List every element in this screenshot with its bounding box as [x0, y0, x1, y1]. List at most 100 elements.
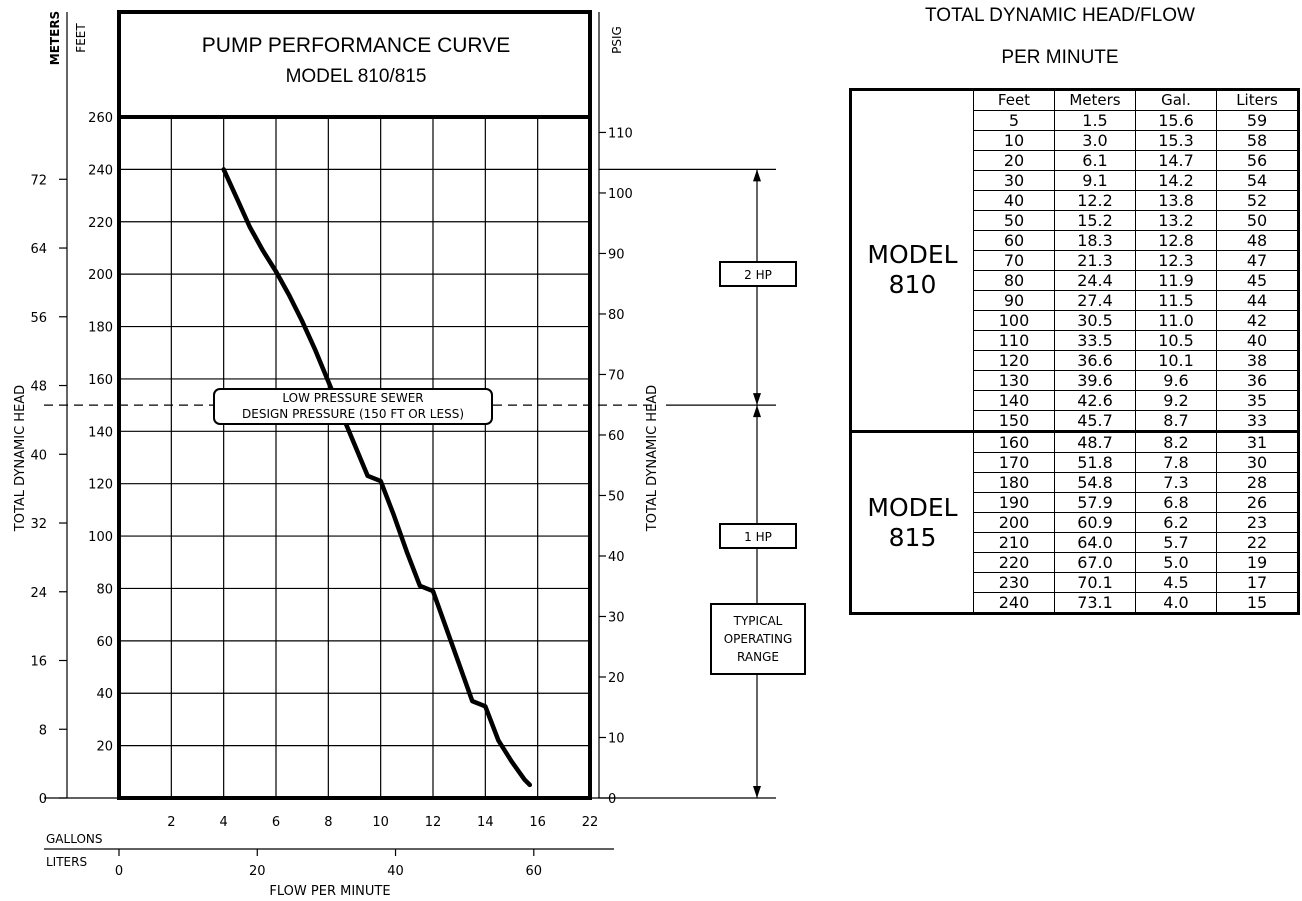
operating-range-label-box	[710, 603, 806, 675]
table-cell: 7.3	[1135, 472, 1217, 493]
y-tick-label-feet: 240	[88, 163, 113, 178]
y-tick-label-meters: 8	[39, 723, 47, 738]
chart-ticks: 2602402202001801601401201008060402008162…	[30, 111, 632, 879]
chart-title: PUMP PERFORMANCE CURVE	[202, 34, 510, 57]
two-hp-label-box	[719, 261, 797, 287]
table-header-cell: Gal.	[1135, 89, 1217, 111]
model-label-line2: 815	[888, 522, 937, 552]
table-cell: 17	[1216, 572, 1299, 593]
table-cell: 70.1	[1054, 572, 1136, 593]
chart-subtitle: MODEL 810/815	[286, 66, 427, 87]
table-cell: 11.0	[1135, 310, 1217, 331]
model-label-line2: 810	[888, 270, 937, 300]
table-row: 100 30.5 11.0 42	[851, 310, 1299, 331]
table-cell: 27.4	[1054, 290, 1136, 311]
table-cell: 210	[973, 532, 1055, 553]
table-cell: 5.0	[1135, 552, 1217, 573]
table-row: 240 73.1 4.0 15	[851, 592, 1299, 614]
table-cell: 19	[1216, 552, 1299, 573]
y-tick-label-feet: 120	[88, 478, 113, 493]
table-cell: 36	[1216, 370, 1299, 391]
table-cell: 50	[973, 210, 1055, 231]
design-pressure-label-line2: DESIGN PRESSURE (150 FT OR LESS)	[242, 407, 464, 421]
table-cell: 7.8	[1135, 452, 1217, 473]
table-title-line1: TOTAL DYNAMIC HEAD/FLOW	[925, 5, 1195, 26]
table-cell: 90	[973, 290, 1055, 311]
table-cell: 31	[1216, 430, 1299, 453]
table-cell: 14.2	[1135, 170, 1217, 191]
y-tick-label-psig: 30	[608, 610, 625, 625]
x-tick-label-gallons: 8	[324, 815, 332, 830]
table-cell: 140	[973, 390, 1055, 411]
table-cell: 6.2	[1135, 512, 1217, 533]
table-header-cell: Meters	[1054, 89, 1136, 111]
table-cell: 30	[973, 170, 1055, 191]
y-tick-label-psig: 50	[608, 489, 625, 504]
y-tick-label-psig: 100	[608, 187, 633, 202]
table-cell: 47	[1216, 250, 1299, 271]
model-label-line1: MODEL	[867, 492, 958, 522]
y-tick-label-meters: 24	[30, 586, 47, 601]
y-tick-label-feet: 100	[88, 530, 113, 545]
y-axis-label-left: TOTAL DYNAMIC HEAD	[13, 385, 28, 532]
table-cell: 56	[1216, 150, 1299, 171]
x-tick-label-liters: 60	[526, 864, 543, 879]
x-tick-label-liters: 0	[115, 864, 123, 879]
table-cell: 130	[973, 370, 1055, 391]
table-cell: 12.3	[1135, 250, 1217, 271]
psig-unit-label: PSIG	[610, 26, 624, 54]
x-tick-label-gallons: 16	[529, 815, 546, 830]
table-cell: 160	[973, 430, 1055, 453]
table-cell: 20	[973, 150, 1055, 171]
table-cell: 45	[1216, 270, 1299, 291]
table-cell: 190	[973, 492, 1055, 513]
table-row: 170 51.8 7.8 30	[851, 452, 1299, 473]
table-cell: 40	[1216, 330, 1299, 351]
table-cell: 11.5	[1135, 290, 1217, 311]
x-tick-label-liters: 40	[387, 864, 404, 879]
table-cell: 120	[973, 350, 1055, 371]
table-cell: 220	[973, 552, 1055, 573]
liters-axis-label: LITERS	[46, 855, 87, 869]
table-cell: 58	[1216, 130, 1299, 151]
table-row: MODEL 810 5 1.5 15.6 59	[850, 110, 1299, 432]
table-row: 180 54.8 7.3 28	[851, 472, 1299, 493]
table-cell: 180	[973, 472, 1055, 493]
y-tick-label-feet: 20	[96, 740, 113, 755]
y-tick-label-psig: 0	[608, 792, 616, 807]
table-cell: 10.5	[1135, 330, 1217, 351]
design-pressure-label-line1: LOW PRESSURE SEWER	[282, 391, 423, 405]
y-tick-label-meters: 56	[30, 311, 47, 326]
table-cell: 52	[1216, 190, 1299, 211]
chart-frame	[44, 10, 614, 850]
table-cell: 9.2	[1135, 390, 1217, 411]
y-tick-label-feet: 200	[88, 268, 113, 283]
design-pressure-label-box	[213, 388, 493, 425]
table-cell: 54	[1216, 170, 1299, 191]
y-tick-label-meters: 48	[30, 380, 47, 395]
table-header-blank	[850, 89, 974, 111]
y-tick-label-psig: 60	[608, 429, 625, 444]
table-cell: 59	[1216, 110, 1299, 131]
x-tick-label-gallons: 10	[372, 815, 389, 830]
one-hp-arrow-head-top	[753, 405, 761, 418]
table-cell: 3.0	[1054, 130, 1136, 151]
x-tick-label-gallons: 2	[167, 815, 175, 830]
two-hp-arrow-head-bottom	[753, 393, 761, 406]
table-cell: 18.3	[1054, 230, 1136, 251]
table-row: 110 33.5 10.5 40	[851, 330, 1299, 351]
head-flow-table: Feet Meters Gal. Liters MODEL 810 5 1.5 15.6 59 10…	[849, 88, 1300, 615]
table-cell: 48	[1216, 230, 1299, 251]
table-cell: 8.2	[1135, 430, 1217, 453]
table-title-line2: PER MINUTE	[1001, 47, 1119, 68]
y-tick-label-meters: 32	[30, 517, 47, 532]
table-row: 20 6.1 14.7 56	[851, 150, 1299, 171]
table-cell: 230	[973, 572, 1055, 593]
table-cell: 21.3	[1054, 250, 1136, 271]
table-cell: 1.5	[1054, 110, 1136, 131]
y-tick-label-meters: 40	[30, 448, 47, 463]
y-tick-label-feet: 180	[88, 321, 113, 336]
table-row: 130 39.6 9.6 36	[851, 370, 1299, 391]
chart-grid	[119, 117, 590, 798]
table-cell: 36.6	[1054, 350, 1136, 371]
